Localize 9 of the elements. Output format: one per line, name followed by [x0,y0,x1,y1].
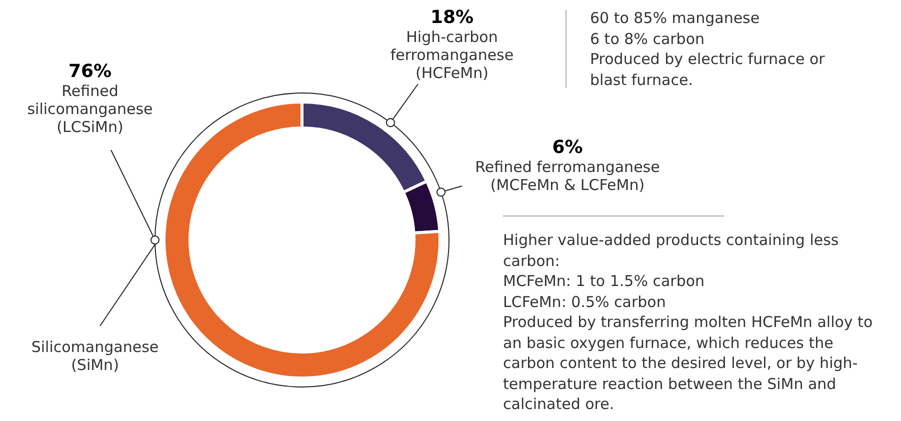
slice-label: Refined ferromanganese (MCFeMn & LCFeMn) [475,158,660,194]
text: 60 to 85% manganese 6 to 8% carbon Produced by electric furnace or blast furnace. [590,8,826,90]
slice-label: Refined silicomanganese (LCSiMn) [27,82,153,136]
data-label: 6% [551,137,584,158]
data-label: 76% [67,61,113,82]
text: Silicomanganese (SiMn) [30,338,160,374]
data-label: 18% [429,7,475,28]
text: Higher value-added products containing less carbon: MCFeMn: 1 to 1.5% carbon LCFeMn: 0.5% carbon Produced by transferring molten HCFeMn alloy to an basic oxygen furnace, which reduces the carbon content to the desired level, or by high-temperature reaction between the SiMn and calcinated ore. [503,231,873,413]
slice-label: High-carbon ferromanganese (HCFeMn) [390,28,514,82]
